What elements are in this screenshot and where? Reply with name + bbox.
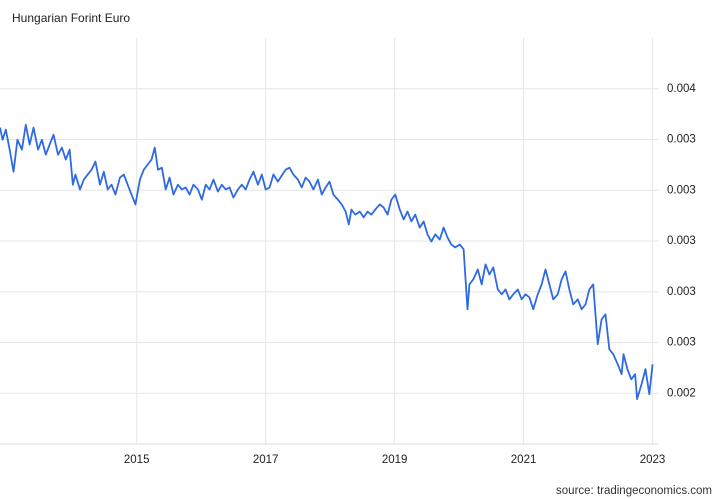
- x-tick-label: 2023: [640, 454, 666, 466]
- y-tick-label: 0.003: [667, 134, 696, 146]
- y-tick-label: 0.003: [667, 286, 696, 298]
- x-tick-label: 2019: [382, 454, 408, 466]
- y-tick-label: 0.003: [667, 235, 696, 247]
- y-tick-label: 0.004: [667, 83, 696, 95]
- x-tick-label: 2021: [511, 454, 537, 466]
- data-line: [0, 123, 654, 400]
- chart-title: Hungarian Forint Euro: [12, 11, 130, 25]
- y-tick-label: 0.003: [667, 337, 696, 349]
- x-tick-label: 2015: [124, 454, 150, 466]
- x-tick-label: 2017: [253, 454, 279, 466]
- y-tick-label: 0.003: [667, 184, 696, 196]
- y-tick-label: 0.002: [667, 387, 696, 399]
- source-note: source: tradingeconomics.com: [556, 485, 712, 497]
